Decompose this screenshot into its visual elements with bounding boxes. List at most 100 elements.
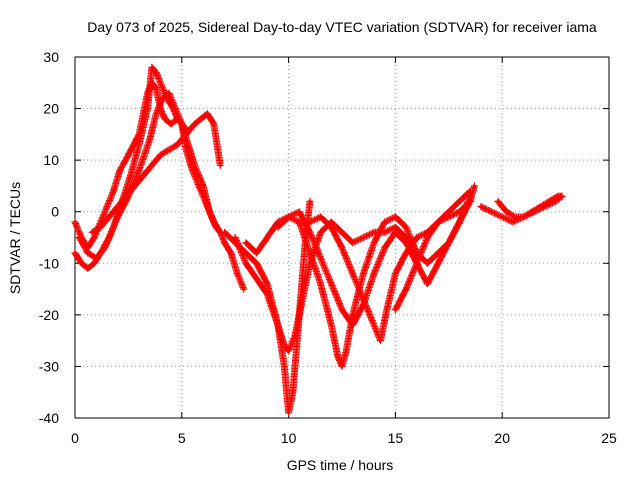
series-11 — [494, 192, 566, 221]
data-point — [165, 96, 169, 100]
data-point — [372, 241, 376, 245]
data-point — [447, 215, 451, 219]
data-point — [118, 168, 122, 172]
data-point — [378, 339, 382, 343]
data-point — [150, 65, 154, 69]
data-point — [276, 225, 280, 229]
data-point — [154, 112, 158, 116]
data-point — [265, 282, 269, 286]
data-point — [393, 308, 397, 312]
data-point — [218, 163, 222, 167]
data-point — [436, 251, 440, 255]
data-point — [415, 236, 419, 239]
data-point — [265, 292, 269, 296]
data-point — [163, 117, 167, 121]
data-point — [340, 246, 344, 250]
data-point — [425, 261, 429, 265]
data-point — [393, 272, 397, 276]
data-point — [436, 261, 440, 265]
data-point — [218, 230, 222, 234]
data-point — [92, 261, 96, 265]
data-point — [282, 364, 286, 368]
data-point — [235, 272, 239, 276]
x-tick-label: 25 — [601, 430, 617, 446]
data-point — [176, 143, 180, 147]
data-point — [351, 313, 355, 317]
data-point — [319, 230, 323, 234]
data-point — [329, 323, 333, 327]
data-point — [308, 220, 312, 224]
x-tick-label: 20 — [494, 430, 510, 446]
data-point — [361, 297, 365, 301]
data-point — [385, 308, 389, 312]
data-point — [496, 199, 500, 203]
data-point — [184, 132, 188, 136]
data-point — [425, 236, 429, 239]
data-point — [404, 287, 408, 291]
data-point — [415, 261, 419, 265]
series-5 — [231, 218, 421, 355]
x-axis-label: GPS time / hours — [287, 457, 394, 473]
data-point — [287, 411, 291, 415]
x-tick-label: 5 — [178, 430, 186, 446]
data-point — [329, 225, 333, 229]
data-point — [504, 210, 508, 214]
data-point — [404, 241, 408, 245]
data-point — [126, 153, 130, 157]
axis-ticks: 0 5 10 15 20 25 -40 -30 -20 -10 0 10 20 30 — [39, 49, 617, 446]
x-tick-label: 10 — [281, 430, 297, 446]
data-point — [180, 122, 184, 126]
data-point — [73, 220, 77, 224]
data-point — [212, 220, 216, 224]
data-point — [372, 323, 376, 327]
y-tick-label: -10 — [39, 255, 59, 271]
data-point — [205, 112, 209, 116]
data-point — [340, 230, 344, 234]
data-point — [233, 236, 237, 239]
data-point — [351, 323, 355, 327]
data-point — [184, 148, 188, 152]
data-point — [447, 241, 451, 245]
data-point — [361, 272, 365, 276]
data-point — [141, 174, 145, 178]
data-point — [265, 236, 269, 239]
x-tick-label: 15 — [388, 430, 404, 446]
data-point — [92, 236, 96, 239]
data-point — [77, 236, 81, 239]
data-point — [223, 230, 227, 234]
data-point — [276, 323, 280, 327]
data-point — [103, 246, 107, 250]
data-point — [255, 261, 259, 265]
data-point — [383, 246, 387, 250]
data-point — [244, 261, 248, 265]
data-point — [116, 205, 120, 209]
data-point — [137, 143, 141, 147]
data-point — [105, 205, 109, 209]
data-point — [150, 163, 154, 167]
data-point — [457, 220, 461, 224]
data-point — [244, 241, 248, 245]
data-point — [287, 215, 291, 219]
data-point — [511, 220, 515, 224]
data-point — [146, 107, 150, 111]
data-point — [133, 184, 137, 188]
data-point — [255, 251, 259, 255]
data-points — [71, 63, 566, 417]
data-point — [457, 199, 461, 203]
data-point — [372, 230, 376, 234]
data-point — [308, 251, 312, 255]
data-point — [167, 148, 171, 152]
data-point — [436, 220, 440, 224]
y-tick-label: -40 — [39, 410, 59, 426]
chart-title: Day 073 of 2025, Sidereal Day-to-day VTE… — [87, 19, 597, 35]
data-point — [457, 210, 461, 214]
data-point — [425, 282, 429, 286]
data-point — [560, 194, 564, 198]
data-point — [124, 194, 128, 198]
data-point — [129, 174, 133, 178]
data-point — [479, 205, 483, 209]
series-2 — [75, 63, 248, 293]
data-point — [255, 277, 259, 281]
plot-frame — [74, 56, 610, 419]
